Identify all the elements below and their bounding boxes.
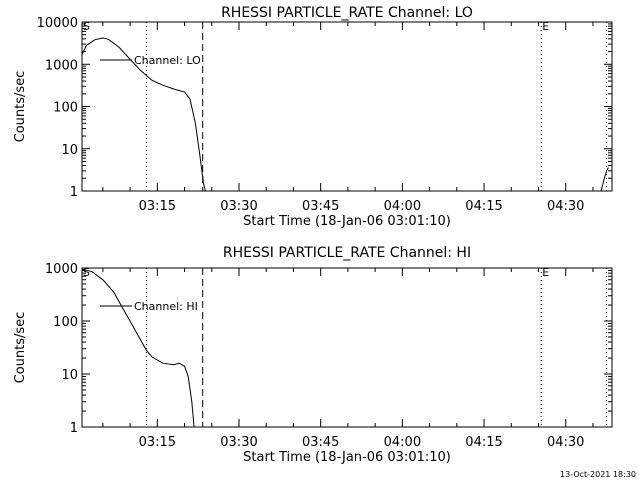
x-tick-label: 03:15	[139, 199, 176, 214]
y-tick-label: 100	[53, 315, 78, 330]
series-line	[81, 37, 206, 192]
y-tick-label: 1000	[45, 262, 78, 277]
x-tick-label: 04:00	[384, 435, 421, 450]
x-tick-label: 04:15	[465, 199, 502, 214]
x-tick-label: 03:30	[220, 199, 257, 214]
x-tick-label: 03:30	[220, 435, 257, 450]
panel-lo: RHESSI PARTICLE_RATE Channel: LO 1 10 100 10…	[13, 5, 613, 229]
x-tick-label: 03:15	[139, 435, 176, 450]
y-axis-label: Counts/sec	[13, 312, 28, 384]
x-tick-label: 03:45	[302, 435, 339, 450]
end-marker: E	[542, 266, 549, 279]
y-tick-label: 100	[53, 101, 78, 116]
legend-label: Channel: LO	[134, 54, 201, 67]
y-tick-label: 10000	[37, 16, 78, 31]
series-line	[81, 268, 195, 428]
panel-hi: RHESSI PARTICLE_RATE Channel: HI 1 10 100 10…	[13, 245, 613, 465]
x-tick-label: 04:30	[547, 435, 584, 450]
y-axis-label: Counts/sec	[13, 71, 28, 143]
x-axis-label: Start Time (18-Jan-06 03:01:10)	[243, 214, 451, 229]
plot-frame	[81, 267, 613, 428]
x-tick-label: 03:45	[302, 199, 339, 214]
x-tick-label: 04:00	[384, 199, 421, 214]
chart-title: RHESSI PARTICLE_RATE Channel: LO	[221, 5, 473, 21]
y-tick-label: 1	[70, 421, 78, 436]
y-tick-label: 1	[70, 185, 78, 200]
chart-title: RHESSI PARTICLE_RATE Channel: HI	[223, 245, 471, 261]
x-tick-label: 04:15	[465, 435, 502, 450]
footer-timestamp: 13-Oct-2021 18:30	[560, 470, 636, 479]
legend-label: Channel: HI	[134, 300, 198, 313]
end-marker: E	[542, 20, 549, 33]
series-line	[600, 167, 609, 192]
y-tick-label: 10	[61, 143, 78, 158]
y-tick-label: 10	[61, 368, 78, 383]
y-tick-label: 1000	[45, 58, 78, 73]
start-marker: S	[83, 266, 90, 279]
start-marker: S	[83, 20, 90, 33]
x-axis-label: Start Time (18-Jan-06 03:01:10)	[243, 450, 451, 465]
x-tick-label: 04:30	[547, 199, 584, 214]
